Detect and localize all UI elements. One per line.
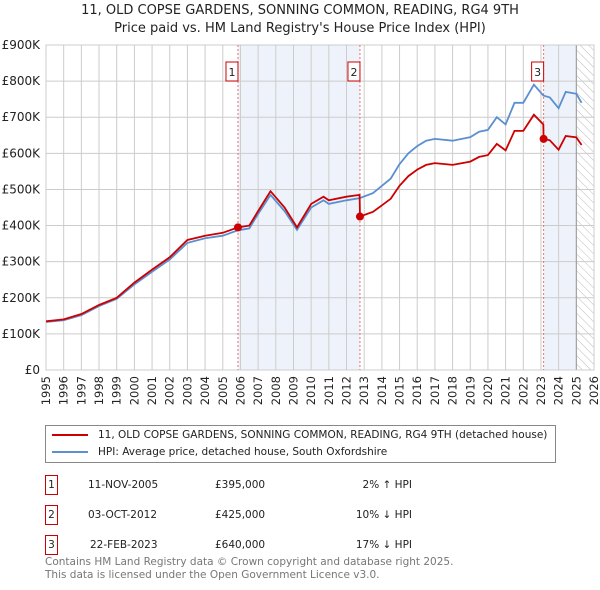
legend-property-label: 11, OLD COPSE GARDENS, SONNING COMMON, R… (98, 429, 548, 441)
sale-label: 3 (534, 66, 541, 79)
shaded-period (543, 45, 577, 370)
sale-badge: 2 (45, 505, 58, 525)
sale-point (539, 134, 548, 143)
x-tick-label: 1998 (92, 376, 106, 405)
sale-label: 1 (228, 66, 235, 79)
x-tick-label: 2024 (552, 376, 566, 405)
footer-licence: This data is licensed under the Open Gov… (45, 569, 380, 581)
x-tick-label: 2017 (428, 376, 442, 405)
y-tick-label: £500K (2, 182, 42, 196)
sale-price: £425,000 (215, 509, 266, 521)
legend: 11, OLD COPSE GARDENS, SONNING COMMON, R… (45, 425, 557, 463)
price-chart: 1995 1996 1997 1998 1999 2000 2001 2002 2003 2004… (2, 38, 600, 405)
x-tick-label: 2019 (463, 376, 477, 405)
x-tick-label: 2026 (587, 376, 600, 405)
x-tick-label: 2002 (163, 376, 177, 405)
sale-price: £395,000 (215, 479, 266, 491)
x-tick-label: 2007 (251, 376, 265, 405)
chart-title: 11, OLD COPSE GARDENS, SONNING COMMON, R… (81, 3, 519, 18)
sale-hpi-diff: 2% ↑ HPI (362, 479, 412, 491)
x-tick-label: 2014 (375, 376, 389, 405)
y-tick-label: £400K (2, 219, 42, 233)
x-tick-label: 2010 (304, 376, 318, 405)
sale-hpi-diff: 10% ↓ HPI (355, 509, 412, 521)
y-tick-label: £100K (2, 327, 42, 341)
future-hatch (576, 45, 594, 370)
hpi-line (46, 83, 583, 323)
sale-date: 03-OCT-2012 (88, 509, 157, 521)
x-tick-label: 1996 (57, 376, 71, 405)
legend-property-swatch (52, 434, 88, 436)
footer-copyright: Contains HM Land Registry data © Crown c… (45, 556, 454, 568)
sale-date: 22-FEB-2023 (90, 539, 158, 551)
y-tick-label: £300K (2, 255, 42, 269)
sale-point (355, 212, 364, 221)
property-price-line (46, 113, 583, 323)
shaded-period (237, 45, 360, 370)
x-tick-label: 1997 (74, 376, 88, 405)
x-tick-label: 2001 (145, 376, 159, 405)
x-tick-label: 2021 (499, 376, 513, 405)
y-tick-label: £800K (2, 74, 42, 88)
footer: Contains HM Land Registry data © Crown c… (45, 556, 453, 582)
sale-price: £640,000 (215, 539, 266, 551)
x-tick-label: 2020 (481, 376, 495, 405)
x-tick-label: 2004 (198, 376, 212, 405)
x-tick-label: 2011 (322, 376, 336, 405)
y-tick-label: £900K (2, 38, 42, 52)
sale-date: 11-NOV-2005 (88, 479, 159, 491)
y-tick-label: £0 (25, 363, 40, 377)
sale-label-box (225, 61, 239, 82)
plot-border (45, 44, 595, 371)
x-tick-label: 1995 (39, 376, 53, 405)
sale-badge: 1 (45, 475, 58, 495)
y-tick-label: £700K (2, 110, 42, 124)
x-tick-label: 2003 (180, 376, 194, 405)
legend-hpi-swatch (52, 451, 88, 453)
x-tick-label: 2009 (286, 376, 300, 405)
x-tick-label: 2005 (216, 376, 230, 405)
sale-label: 2 (350, 66, 357, 79)
x-tick-label: 1999 (110, 376, 124, 405)
legend-hpi-label: HPI: Average price, detached house, Sout… (98, 446, 388, 458)
x-tick-label: 2015 (393, 376, 407, 405)
y-tick-label: £200K (2, 291, 42, 305)
sale-point (233, 223, 242, 232)
sale-label-box (347, 61, 361, 82)
x-tick-label: 2008 (269, 376, 283, 405)
sale-label-box (531, 61, 545, 82)
x-tick-label: 2006 (233, 376, 247, 405)
x-tick-label: 2023 (534, 376, 548, 405)
x-tick-label: 2013 (357, 376, 371, 405)
sale-badge: 3 (45, 535, 58, 555)
x-tick-label: 2018 (446, 376, 460, 405)
x-tick-label: 2016 (410, 376, 424, 405)
x-tick-label: 2022 (516, 376, 530, 405)
x-tick-label: 2025 (569, 376, 583, 405)
x-tick-label: 2012 (340, 376, 354, 405)
sale-hpi-diff: 17% ↓ HPI (355, 539, 412, 551)
x-tick-label: 2000 (127, 376, 141, 405)
y-tick-label: £600K (2, 146, 42, 160)
chart-subtitle: Price paid vs. HM Land Registry's House … (114, 21, 486, 36)
